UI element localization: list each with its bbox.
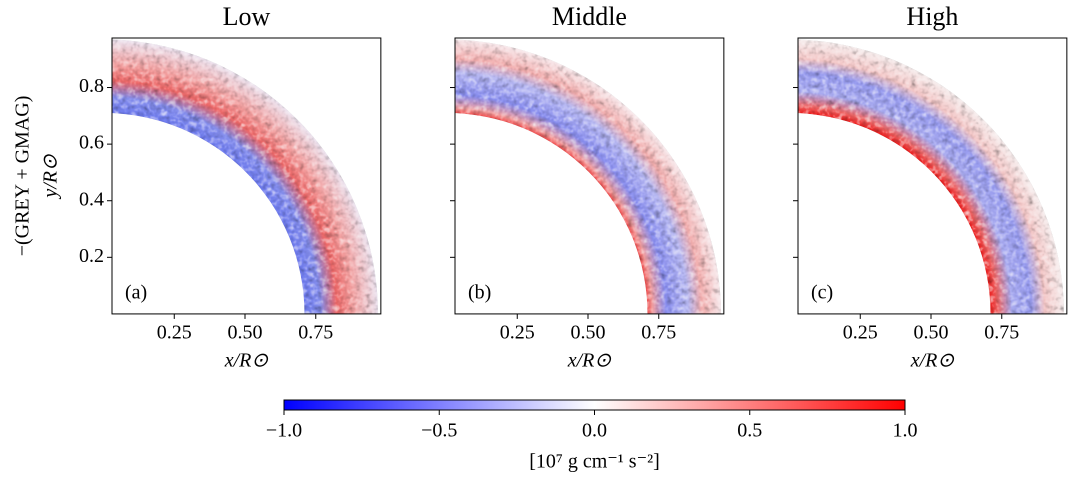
x-axis-label: x/R⊙ (224, 350, 269, 372)
field (798, 39, 1065, 314)
panel-label: (c) (811, 282, 833, 304)
x-axis-label: x/R⊙ (567, 350, 612, 372)
axes-frame (111, 37, 382, 315)
y-tick-label: 0.2 (79, 245, 104, 267)
colorbar (283, 399, 906, 411)
x-tick-label: 0.25 (843, 322, 878, 344)
x-tick-label: 0.75 (298, 322, 333, 344)
colorbar-tick-label: 1.0 (893, 420, 918, 442)
colorbar-tick-label: −0.5 (421, 420, 457, 442)
x-tick-label: 0.50 (571, 322, 606, 344)
axes-frame (797, 37, 1068, 315)
field (455, 39, 722, 314)
x-tick-label: 0.25 (157, 322, 192, 344)
x-tick-label: 0.75 (984, 322, 1019, 344)
colorbar-tick-label: 0.0 (582, 420, 607, 442)
y-tick-label: 0.8 (79, 75, 104, 97)
x-axis-label: x/R⊙ (910, 350, 955, 372)
colorbar-label: [10⁷ g cm⁻¹ s⁻²] (529, 451, 660, 473)
y-tick-label: 0.4 (79, 188, 104, 210)
x-tick-label: 0.50 (228, 322, 263, 344)
y-tick-label: 0.6 (79, 132, 104, 154)
x-tick-label: 0.75 (641, 322, 676, 344)
panel-label: (b) (468, 282, 491, 304)
panel-title: Low (223, 2, 271, 31)
panel-label: (a) (125, 282, 147, 304)
axes-frame (454, 37, 725, 315)
x-tick-label: 0.50 (914, 322, 949, 344)
colorbar-tick-label: 0.5 (737, 420, 762, 442)
x-tick-label: 0.25 (500, 322, 535, 344)
panel-title: Middle (552, 2, 627, 31)
colorbar-tick-label: −1.0 (266, 420, 302, 442)
y-axis-label: y/R⊙ (40, 154, 62, 200)
panel-title: High (906, 2, 958, 31)
y-axis-label: −(GREY + GMAG) (12, 96, 34, 257)
field (112, 39, 379, 314)
